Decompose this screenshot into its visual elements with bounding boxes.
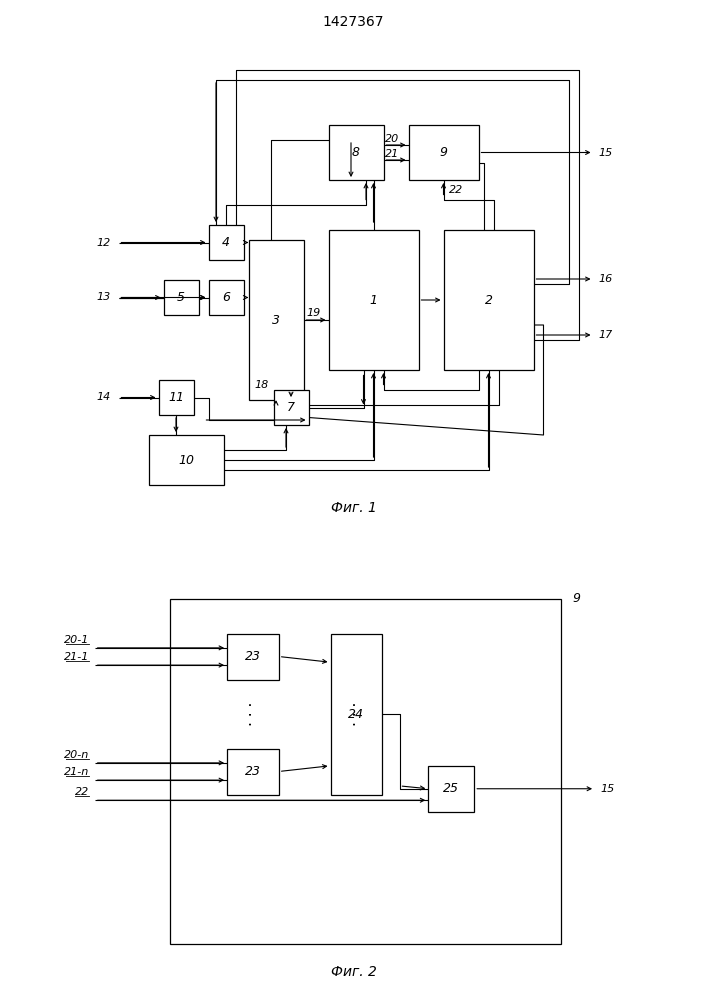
Text: 21-n: 21-n: [64, 767, 89, 777]
Text: 24: 24: [349, 708, 364, 720]
Bar: [428, 766, 474, 812]
Text: 5: 5: [177, 291, 185, 304]
Text: 6: 6: [222, 291, 230, 304]
Text: 20: 20: [385, 134, 399, 144]
Bar: [227, 748, 279, 794]
Text: 20-1: 20-1: [64, 635, 89, 645]
Bar: [409, 125, 479, 180]
Bar: [148, 435, 223, 485]
Text: 1: 1: [370, 294, 378, 306]
Text: 22: 22: [75, 787, 89, 797]
Text: 19: 19: [306, 308, 320, 318]
Text: 18: 18: [255, 380, 269, 390]
Bar: [170, 599, 561, 944]
Text: 11: 11: [168, 391, 184, 404]
Text: 25: 25: [443, 782, 460, 795]
Text: 20-n: 20-n: [64, 750, 89, 760]
Text: 14: 14: [97, 392, 111, 402]
Text: Фиг. 1: Фиг. 1: [331, 501, 376, 515]
Text: 23: 23: [245, 765, 261, 778]
Text: 8: 8: [352, 146, 360, 159]
Text: 13: 13: [97, 292, 111, 302]
Bar: [443, 230, 534, 370]
Bar: [248, 240, 303, 400]
Bar: [274, 390, 308, 425]
Text: · · ·: · · ·: [245, 702, 260, 726]
Text: Фиг. 2: Фиг. 2: [331, 964, 376, 978]
Text: 15: 15: [599, 147, 613, 157]
Text: 21: 21: [385, 149, 399, 159]
Text: 12: 12: [97, 237, 111, 247]
Text: 7: 7: [287, 401, 295, 414]
Text: 16: 16: [599, 274, 613, 284]
Bar: [209, 280, 243, 315]
Text: 21-1: 21-1: [64, 652, 89, 662]
Text: 4: 4: [222, 236, 230, 249]
Bar: [209, 225, 243, 260]
Text: 1427367: 1427367: [323, 15, 384, 29]
Bar: [227, 634, 279, 680]
Text: 9: 9: [440, 146, 448, 159]
Bar: [329, 125, 383, 180]
Text: 10: 10: [178, 454, 194, 466]
Text: 15: 15: [601, 784, 615, 794]
Text: 23: 23: [245, 650, 261, 663]
Text: 2: 2: [484, 294, 493, 306]
Text: 22: 22: [448, 185, 463, 195]
Text: · · ·: · · ·: [349, 702, 364, 726]
Text: 17: 17: [599, 330, 613, 340]
Bar: [330, 634, 382, 794]
Bar: [163, 280, 199, 315]
Bar: [158, 380, 194, 415]
Text: 3: 3: [272, 314, 280, 326]
Text: 9: 9: [572, 592, 580, 605]
Bar: [329, 230, 419, 370]
